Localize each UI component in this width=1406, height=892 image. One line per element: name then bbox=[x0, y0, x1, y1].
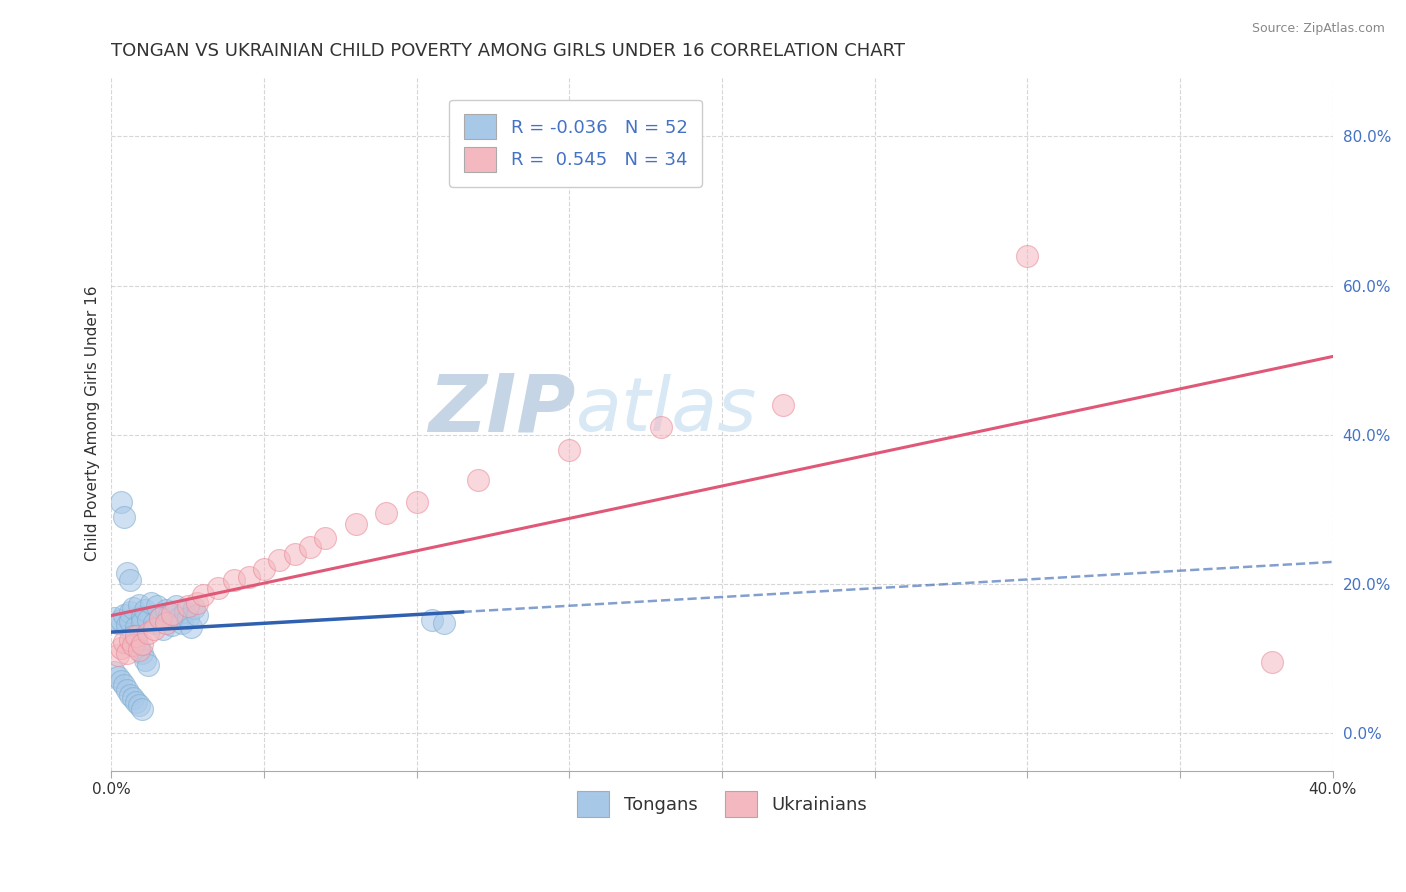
Point bbox=[155, 615, 177, 630]
Point bbox=[125, 695, 148, 709]
Point bbox=[162, 607, 184, 621]
Point bbox=[103, 665, 125, 680]
Point bbox=[298, 540, 321, 554]
Point bbox=[107, 648, 129, 662]
Point bbox=[1260, 656, 1282, 670]
Text: ZIP: ZIP bbox=[429, 371, 575, 449]
Point bbox=[420, 613, 443, 627]
Point bbox=[177, 610, 200, 624]
Point bbox=[118, 688, 141, 702]
Text: Source: ZipAtlas.com: Source: ZipAtlas.com bbox=[1251, 22, 1385, 36]
Point bbox=[128, 640, 150, 655]
Point bbox=[107, 615, 129, 630]
Point bbox=[165, 599, 187, 614]
Point bbox=[121, 601, 143, 615]
Point bbox=[191, 588, 214, 602]
Point bbox=[115, 618, 138, 632]
Text: TONGAN VS UKRAINIAN CHILD POVERTY AMONG GIRLS UNDER 16 CORRELATION CHART: TONGAN VS UKRAINIAN CHILD POVERTY AMONG … bbox=[111, 42, 905, 60]
Point bbox=[128, 698, 150, 712]
Point bbox=[121, 690, 143, 705]
Point bbox=[125, 629, 148, 643]
Point bbox=[125, 620, 148, 634]
Point bbox=[143, 622, 166, 636]
Point bbox=[136, 657, 159, 672]
Point bbox=[115, 566, 138, 580]
Point bbox=[103, 610, 125, 624]
Point bbox=[134, 603, 156, 617]
Point bbox=[177, 599, 200, 614]
Point bbox=[146, 599, 169, 614]
Point bbox=[128, 642, 150, 657]
Point bbox=[269, 553, 291, 567]
Point bbox=[284, 547, 307, 561]
Point bbox=[110, 495, 132, 509]
Point bbox=[139, 596, 162, 610]
Point bbox=[125, 633, 148, 648]
Y-axis label: Child Poverty Among Girls Under 16: Child Poverty Among Girls Under 16 bbox=[86, 286, 100, 561]
Point bbox=[314, 531, 336, 545]
Point bbox=[558, 442, 581, 457]
Point bbox=[112, 635, 135, 649]
Legend: Tongans, Ukrainians: Tongans, Ukrainians bbox=[569, 784, 875, 824]
Point bbox=[121, 629, 143, 643]
Point bbox=[149, 610, 172, 624]
Point bbox=[112, 608, 135, 623]
Point bbox=[173, 606, 195, 620]
Point bbox=[180, 620, 202, 634]
Point bbox=[183, 601, 205, 615]
Point bbox=[131, 637, 153, 651]
Point bbox=[121, 638, 143, 652]
Point bbox=[167, 610, 190, 624]
Point bbox=[650, 420, 672, 434]
Point bbox=[115, 683, 138, 698]
Point bbox=[118, 633, 141, 648]
Point bbox=[1017, 249, 1039, 263]
Point bbox=[118, 615, 141, 629]
Point bbox=[110, 640, 132, 655]
Point bbox=[112, 678, 135, 692]
Point bbox=[112, 510, 135, 524]
Point bbox=[107, 670, 129, 684]
Point bbox=[143, 615, 166, 630]
Text: atlas: atlas bbox=[575, 374, 756, 446]
Point bbox=[134, 653, 156, 667]
Point bbox=[238, 569, 260, 583]
Point bbox=[131, 615, 153, 629]
Point bbox=[149, 610, 172, 624]
Point bbox=[131, 610, 153, 624]
Point bbox=[152, 622, 174, 636]
Point bbox=[128, 598, 150, 612]
Point bbox=[186, 608, 208, 623]
Point bbox=[186, 596, 208, 610]
Point bbox=[131, 702, 153, 716]
Point bbox=[136, 613, 159, 627]
Point bbox=[159, 608, 181, 623]
Point bbox=[375, 506, 398, 520]
Point bbox=[162, 618, 184, 632]
Point bbox=[136, 625, 159, 640]
Point bbox=[344, 517, 367, 532]
Point bbox=[115, 646, 138, 660]
Point bbox=[118, 606, 141, 620]
Point bbox=[110, 613, 132, 627]
Point bbox=[467, 473, 489, 487]
Point bbox=[118, 574, 141, 588]
Point bbox=[405, 495, 427, 509]
Point bbox=[110, 674, 132, 689]
Point bbox=[772, 398, 794, 412]
Point bbox=[155, 603, 177, 617]
Point bbox=[170, 615, 193, 630]
Point bbox=[207, 581, 229, 595]
Point bbox=[433, 615, 456, 630]
Point bbox=[222, 574, 245, 588]
Point bbox=[131, 646, 153, 660]
Point bbox=[253, 562, 276, 576]
